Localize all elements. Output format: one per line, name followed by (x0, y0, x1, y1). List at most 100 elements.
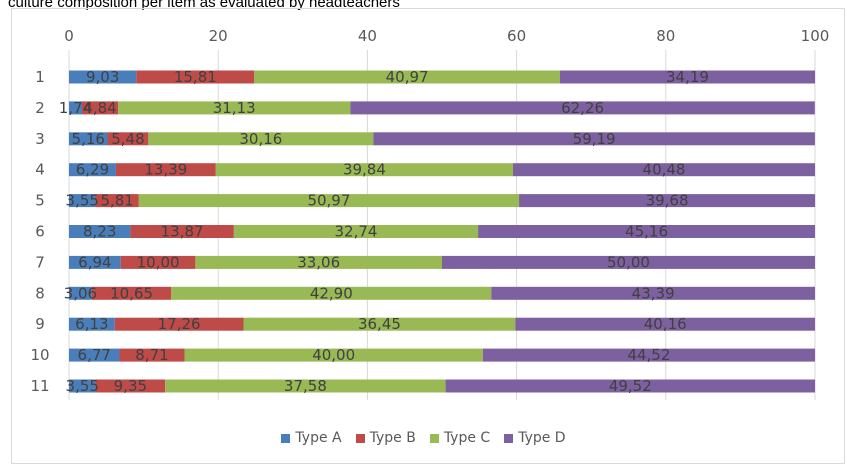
bar-segment[interactable] (165, 379, 446, 393)
data-label: 45,16 (625, 223, 668, 241)
data-label: 59,19 (573, 130, 616, 148)
data-label: 43,39 (632, 284, 675, 302)
data-label: 17,26 (158, 315, 201, 333)
bar-segment[interactable] (81, 101, 119, 115)
legend-label: Type C (443, 430, 491, 446)
data-label: 5,48 (111, 130, 144, 148)
bar-segment[interactable] (515, 317, 815, 331)
data-labels: 9,03 15,81 40,97 34,19 1,744,84 31,13 62,26 5,1… (59, 68, 709, 395)
bar-segment[interactable] (69, 255, 121, 269)
legend-item-type-b[interactable]: Type B (355, 430, 416, 446)
bar-segment[interactable] (478, 225, 815, 238)
bar-segment[interactable] (95, 194, 139, 208)
bar-segment[interactable] (69, 132, 108, 146)
data-label: 10,00 (137, 253, 180, 271)
data-label: 8,71 (135, 346, 168, 364)
data-label: 44,52 (627, 346, 670, 364)
bar-segment[interactable] (69, 225, 131, 238)
data-label: 30,16 (239, 130, 282, 148)
bar-segment[interactable] (195, 255, 442, 269)
data-label: 37,58 (284, 377, 327, 395)
bar-segment[interactable] (350, 101, 815, 115)
data-label: 13,39 (144, 161, 187, 179)
category-label: 7 (35, 253, 45, 271)
bar-segment[interactable] (136, 70, 255, 84)
x-axis-ticks: 0 20 40 60 80 100 (64, 27, 829, 45)
legend-swatch (355, 433, 365, 443)
data-label: 31,13 (213, 99, 256, 117)
data-label: 40,16 (644, 315, 687, 333)
bar-segment[interactable] (69, 70, 137, 84)
category-labels: 1 2 3 4 5 6 7 8 9 10 11 (30, 68, 49, 395)
bar-segment[interactable] (69, 286, 92, 300)
legend-item-type-a[interactable]: Type A (281, 430, 342, 446)
data-label: 10,65 (110, 284, 153, 302)
bar-segment[interactable] (138, 194, 520, 208)
data-label: 4,84 (83, 99, 116, 117)
bar-segment[interactable] (482, 348, 815, 362)
category-label: 3 (35, 130, 45, 148)
bar-segment[interactable] (107, 132, 149, 146)
x-tick-label: 60 (507, 27, 526, 45)
bar-segment[interactable] (95, 379, 166, 393)
category-label: 5 (35, 192, 45, 210)
data-label: 3,55 (66, 192, 99, 210)
category-label: 2 (35, 99, 45, 117)
x-tick-label: 20 (209, 27, 228, 45)
bar-segment[interactable] (445, 379, 815, 393)
data-label: 32,74 (335, 223, 378, 241)
legend-label: Type B (369, 430, 416, 446)
data-label: 9,03 (86, 68, 119, 86)
bar-segment[interactable] (69, 101, 82, 115)
data-label: 50,97 (307, 192, 350, 210)
bar-segment[interactable] (114, 317, 244, 331)
legend-item-type-d[interactable]: Type D (504, 430, 566, 446)
legend-item-type-c[interactable]: Type C (429, 430, 491, 446)
bar-segment[interactable] (69, 379, 96, 393)
bar-segment[interactable] (91, 286, 172, 300)
data-label: 62,26 (561, 99, 604, 117)
bar-segment[interactable] (491, 286, 815, 300)
bar-segment[interactable] (373, 132, 815, 146)
bar-segment[interactable] (120, 255, 196, 269)
data-label: 50,00 (607, 253, 650, 271)
data-label: 6,13 (75, 315, 108, 333)
bar-segment[interactable] (148, 132, 374, 146)
bar-segment[interactable] (243, 317, 516, 331)
legend-swatch (504, 433, 514, 443)
bar-segment[interactable] (115, 163, 216, 177)
bar-segment[interactable] (184, 348, 483, 362)
category-label: 4 (35, 161, 45, 179)
bar-segment[interactable] (69, 194, 96, 208)
category-label: 1 (35, 68, 45, 86)
bar-segment[interactable] (559, 70, 815, 84)
x-tick-label: 80 (656, 27, 675, 45)
data-label: 6,77 (78, 346, 111, 364)
bar-segment[interactable] (254, 70, 560, 84)
data-label: 34,19 (666, 68, 709, 86)
data-label: 42,90 (310, 284, 353, 302)
x-tick-label: 0 (64, 27, 74, 45)
data-label: 33,06 (297, 253, 340, 271)
category-label: 11 (30, 377, 49, 395)
bar-segment[interactable] (69, 317, 115, 331)
bar-segment[interactable] (215, 163, 514, 177)
data-label: 40,48 (643, 161, 686, 179)
bar-segment[interactable] (130, 225, 234, 238)
bar-segment[interactable] (519, 194, 816, 208)
bar-segment[interactable] (233, 225, 479, 238)
data-label: 40,00 (312, 346, 355, 364)
bar-segment[interactable] (118, 101, 351, 115)
data-label: 6,29 (76, 161, 109, 179)
bar-segment[interactable] (442, 255, 815, 269)
bar-segment[interactable] (69, 163, 116, 177)
data-label: 40,97 (386, 68, 429, 86)
x-tick-label: 100 (801, 27, 830, 45)
bar-segment[interactable] (513, 163, 815, 177)
bar-segment[interactable] (69, 348, 120, 362)
bar-segment[interactable] (119, 348, 185, 362)
data-label: 5,81 (100, 192, 133, 210)
bar-segment[interactable] (171, 286, 492, 300)
legend-label: Type A (295, 430, 342, 446)
data-label: 5,16 (72, 130, 105, 148)
